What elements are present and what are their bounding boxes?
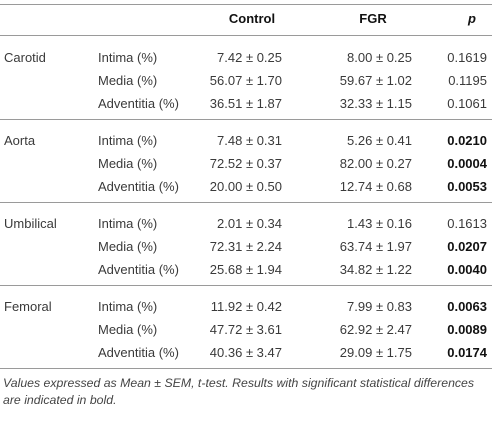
control-value: 72.31 ± 2.24 — [209, 239, 282, 254]
p-value: 0.0063 — [447, 299, 487, 314]
header-fgr: FGR — [359, 11, 387, 26]
p-value: 0.1061 — [447, 96, 487, 111]
p-value: 0.0040 — [447, 262, 487, 277]
layer-label: Adventitia (%) — [98, 345, 179, 360]
fgr-value: 7.99 ± 0.83 — [347, 299, 412, 314]
fgr-value: 62.92 ± 2.47 — [339, 322, 412, 337]
control-value: 20.00 ± 0.50 — [209, 179, 282, 194]
control-value: 40.36 ± 3.47 — [209, 345, 282, 360]
p-value: 0.0174 — [447, 345, 487, 360]
header-rule — [0, 35, 492, 36]
control-value: 25.68 ± 1.94 — [209, 262, 282, 277]
layer-label: Adventitia (%) — [98, 179, 179, 194]
fgr-value: 29.09 ± 1.75 — [339, 345, 412, 360]
header-control: Control — [228, 11, 276, 26]
p-value: 0.0207 — [447, 239, 487, 254]
group-rule — [0, 285, 492, 286]
group-rule — [0, 119, 492, 120]
fgr-value: 5.26 ± 0.41 — [347, 133, 412, 148]
layer-label: Media (%) — [98, 322, 158, 337]
group-label: Carotid — [4, 50, 46, 65]
p-value: 0.0053 — [447, 179, 487, 194]
group-label: Aorta — [4, 133, 36, 148]
group-label: Femoral — [4, 299, 52, 314]
top-rule — [0, 4, 492, 5]
fgr-value: 34.82 ± 1.22 — [339, 262, 412, 277]
fgr-value: 59.67 ± 1.02 — [339, 73, 412, 88]
p-value: 0.0089 — [447, 322, 487, 337]
p-value: 0.0004 — [447, 156, 487, 171]
group-rule — [0, 202, 492, 203]
fgr-value: 12.74 ± 0.68 — [339, 179, 412, 194]
footnote: Values expressed as Mean ± SEM, t-test. … — [3, 376, 475, 407]
layer-label: Intima (%) — [98, 216, 158, 231]
layer-label: Intima (%) — [98, 299, 158, 314]
control-value: 72.52 ± 0.37 — [209, 156, 282, 171]
control-value: 7.42 ± 0.25 — [217, 50, 282, 65]
group-label: Umbilical — [4, 216, 57, 231]
layer-label: Intima (%) — [98, 133, 158, 148]
fgr-value: 82.00 ± 0.27 — [339, 156, 412, 171]
control-value: 56.07 ± 1.70 — [209, 73, 282, 88]
control-value: 47.72 ± 3.61 — [209, 322, 282, 337]
p-value: 0.1619 — [447, 50, 487, 65]
header-p: p — [468, 11, 476, 26]
layer-label: Intima (%) — [98, 50, 158, 65]
control-value: 2.01 ± 0.34 — [217, 216, 282, 231]
fgr-value: 32.33 ± 1.15 — [339, 96, 412, 111]
fgr-value: 8.00 ± 0.25 — [347, 50, 412, 65]
p-value: 0.0210 — [447, 133, 487, 148]
layer-label: Media (%) — [98, 73, 158, 88]
layer-label: Media (%) — [98, 156, 158, 171]
p-value: 0.1195 — [448, 73, 487, 88]
control-value: 11.92 ± 0.42 — [210, 299, 282, 314]
layer-label: Adventitia (%) — [98, 262, 179, 277]
p-value: 0.1613 — [447, 216, 487, 231]
control-value: 36.51 ± 1.87 — [209, 96, 282, 111]
layer-label: Media (%) — [98, 239, 158, 254]
group-rule — [0, 368, 492, 369]
layer-label: Adventitia (%) — [98, 96, 179, 111]
fgr-value: 63.74 ± 1.97 — [339, 239, 412, 254]
control-value: 7.48 ± 0.31 — [217, 133, 282, 148]
fgr-value: 1.43 ± 0.16 — [347, 216, 412, 231]
